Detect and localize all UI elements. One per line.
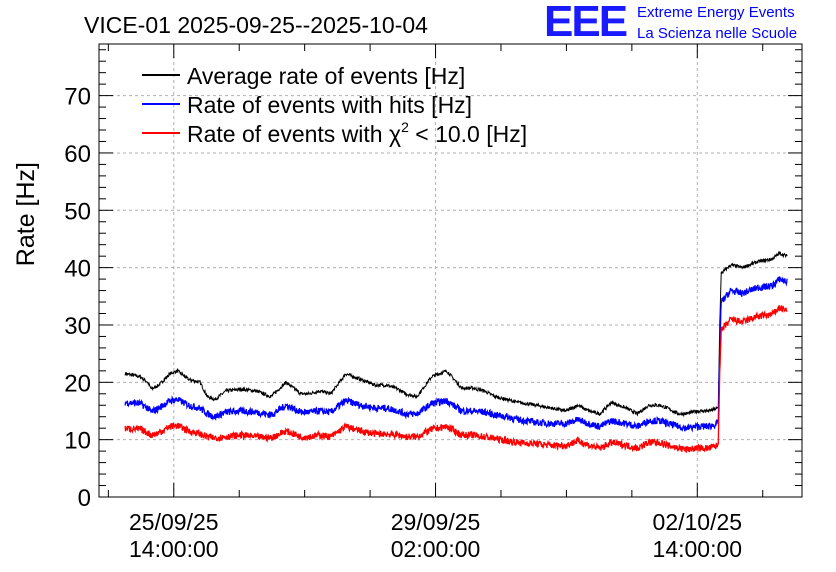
axes: 01020304050607025/09/2514:00:0029/09/250… xyxy=(64,44,802,562)
logo-line-1: Extreme Energy Events xyxy=(637,4,795,21)
x-tick-date-label: 25/09/25 xyxy=(129,509,219,535)
legend-label-prefix: Rate of events with xyxy=(187,121,389,147)
x-tick-time-label: 14:00:00 xyxy=(653,536,743,562)
legend: Average rate of events [Hz] Rate of event… xyxy=(142,63,527,147)
y-tick-label: 30 xyxy=(64,313,91,340)
y-tick-label: 40 xyxy=(64,256,91,283)
eee-logo-mark: EEE xyxy=(544,0,628,46)
plot-frame xyxy=(98,43,803,498)
legend-label-2: Rate of events with χ2 < 10.0 [Hz] xyxy=(187,119,527,147)
y-tick-label: 0 xyxy=(78,485,91,512)
y-tick-label: 60 xyxy=(64,141,91,168)
series-layer xyxy=(124,250,788,454)
x-tick-date-label: 02/10/25 xyxy=(653,509,743,535)
legend-chi-symbol: χ xyxy=(389,121,401,147)
series-line-1 xyxy=(124,276,788,433)
chart-title: VICE-01 2025-09-25--2025-10-04 xyxy=(84,12,428,38)
y-axis-label: Rate [Hz] xyxy=(12,162,40,266)
x-tick-date-label: 29/09/25 xyxy=(391,509,481,535)
series-line-2 xyxy=(124,305,788,454)
x-tick-time-label: 14:00:00 xyxy=(129,536,219,562)
y-tick-label: 10 xyxy=(64,428,91,455)
legend-label-1: Rate of events with hits [Hz] xyxy=(187,92,472,118)
legend-label-suffix: < 10.0 [Hz] xyxy=(409,121,527,147)
x-tick-time-label: 02:00:00 xyxy=(391,536,481,562)
y-tick-label: 70 xyxy=(64,84,91,111)
legend-label-0: Average rate of events [Hz] xyxy=(187,63,465,89)
y-tick-label: 50 xyxy=(64,198,91,225)
series-line-0 xyxy=(124,250,788,418)
legend-chi-superscript: 2 xyxy=(401,119,409,135)
y-tick-label: 20 xyxy=(64,370,91,397)
logo-line-2: La Scienza nelle Scuole xyxy=(637,25,798,42)
